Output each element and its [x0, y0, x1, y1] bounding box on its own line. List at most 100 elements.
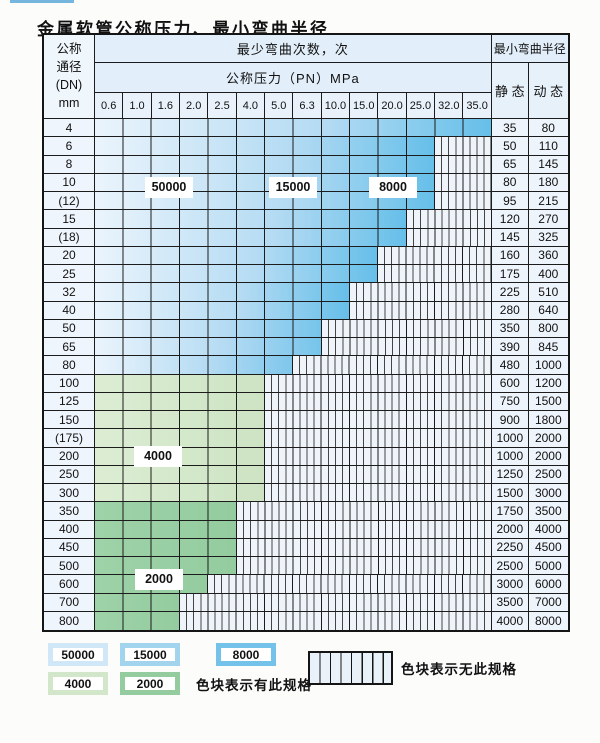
pn-col-header: 6.3	[293, 93, 322, 119]
no-spec-region	[406, 228, 492, 247]
static-value: 95	[491, 192, 529, 211]
dn-label: 25	[44, 265, 95, 284]
pn-col-header: 5.0	[265, 93, 294, 119]
spec-region	[95, 538, 237, 557]
static-value: 145	[491, 228, 529, 247]
dn-label: 10	[44, 173, 95, 192]
dynamic-value: 1800	[528, 411, 568, 430]
legend-swatch-label: 50000	[53, 648, 103, 661]
static-value: 3000	[491, 575, 529, 594]
corner-line: 公称	[56, 42, 82, 57]
spec-region	[95, 119, 492, 138]
scan-artifact	[10, 0, 74, 3]
static-value: 2000	[491, 520, 529, 539]
dynamic-value: 145	[528, 155, 568, 174]
spec-region	[95, 593, 181, 612]
dynamic-value: 640	[528, 301, 568, 320]
static-value: 35	[491, 119, 529, 138]
no-spec-region	[180, 611, 492, 630]
static-value: 1250	[491, 465, 529, 484]
static-value: 480	[491, 356, 529, 375]
no-spec-region	[406, 210, 492, 229]
spec-region	[95, 338, 322, 357]
static-value: 65	[491, 155, 529, 174]
header-dynamic: 动 态	[528, 63, 568, 119]
corner-line: (DN)	[55, 78, 83, 93]
dynamic-value: 845	[528, 338, 568, 357]
dn-label: 40	[44, 301, 95, 320]
spec-region	[95, 484, 266, 503]
static-value: 2250	[491, 538, 529, 557]
dynamic-value: 3500	[528, 502, 568, 521]
cycle-zone-label: 50000	[145, 176, 193, 198]
no-spec-region	[435, 137, 492, 156]
pn-col-header: 0.6	[95, 93, 124, 119]
pn-col-header: 35.0	[463, 93, 492, 119]
header-static: 静 态	[491, 63, 529, 119]
dn-label: 6	[44, 137, 95, 156]
legend-swatch-4000: 4000	[48, 672, 108, 695]
header-min-bend-radius: 最小弯曲半径	[491, 35, 568, 63]
static-value: 2500	[491, 557, 529, 576]
cycle-zone-label: 8000	[369, 176, 417, 198]
spec-region	[95, 611, 181, 630]
dynamic-value: 1000	[528, 356, 568, 375]
dn-label: 20	[44, 246, 95, 265]
corner-line: mm	[58, 96, 80, 111]
dynamic-value: 4500	[528, 538, 568, 557]
no-spec-region	[350, 301, 492, 320]
legend-swatch-15000: 15000	[120, 643, 180, 666]
static-value: 1500	[491, 484, 529, 503]
dn-label: 500	[44, 557, 95, 576]
no-spec-region	[265, 447, 492, 466]
dynamic-value: 360	[528, 246, 568, 265]
legend-swatch-label: 15000	[125, 648, 175, 661]
spec-region	[95, 520, 237, 539]
dn-label: 100	[44, 374, 95, 393]
pn-col-header: 20.0	[378, 93, 407, 119]
legend-swatch-50000: 50000	[48, 643, 108, 666]
pn-col-header: 1.0	[123, 93, 152, 119]
static-value: 750	[491, 392, 529, 411]
dn-label: 15	[44, 210, 95, 229]
static-value: 120	[491, 210, 529, 229]
static-value: 350	[491, 319, 529, 338]
cycle-zone-label: 15000	[269, 176, 317, 198]
dynamic-value: 270	[528, 210, 568, 229]
header-nominal-pressure: 公称压力（PN）MPa	[95, 63, 492, 93]
dynamic-value: 325	[528, 228, 568, 247]
static-value: 50	[491, 137, 529, 156]
dn-label: 250	[44, 465, 95, 484]
no-spec-region	[321, 319, 492, 338]
no-spec-region	[208, 575, 492, 594]
dynamic-value: 800	[528, 319, 568, 338]
static-value: 900	[491, 411, 529, 430]
dn-label: 4	[44, 119, 95, 138]
dn-label: (18)	[44, 228, 95, 247]
dn-label: 350	[44, 502, 95, 521]
dynamic-value: 80	[528, 119, 568, 138]
static-value: 80	[491, 173, 529, 192]
legend-swatch-8000: 8000	[216, 643, 276, 666]
pn-col-header: 2.5	[208, 93, 237, 119]
no-spec-region	[350, 283, 492, 302]
corner-line: 通径	[56, 60, 82, 75]
dynamic-value: 6000	[528, 575, 568, 594]
static-value: 160	[491, 246, 529, 265]
legend-swatch-label: 8000	[221, 648, 271, 661]
static-value: 175	[491, 265, 529, 284]
spec-region	[95, 228, 407, 247]
dn-label: 300	[44, 484, 95, 503]
dynamic-value: 215	[528, 192, 568, 211]
dynamic-value: 180	[528, 173, 568, 192]
dn-label: 65	[44, 338, 95, 357]
spec-region	[95, 301, 351, 320]
dynamic-value: 1200	[528, 374, 568, 393]
no-spec-region	[265, 392, 492, 411]
dn-label: 125	[44, 392, 95, 411]
spec-region	[95, 283, 351, 302]
dn-label: 800	[44, 611, 95, 630]
static-value: 390	[491, 338, 529, 357]
static-value: 225	[491, 283, 529, 302]
